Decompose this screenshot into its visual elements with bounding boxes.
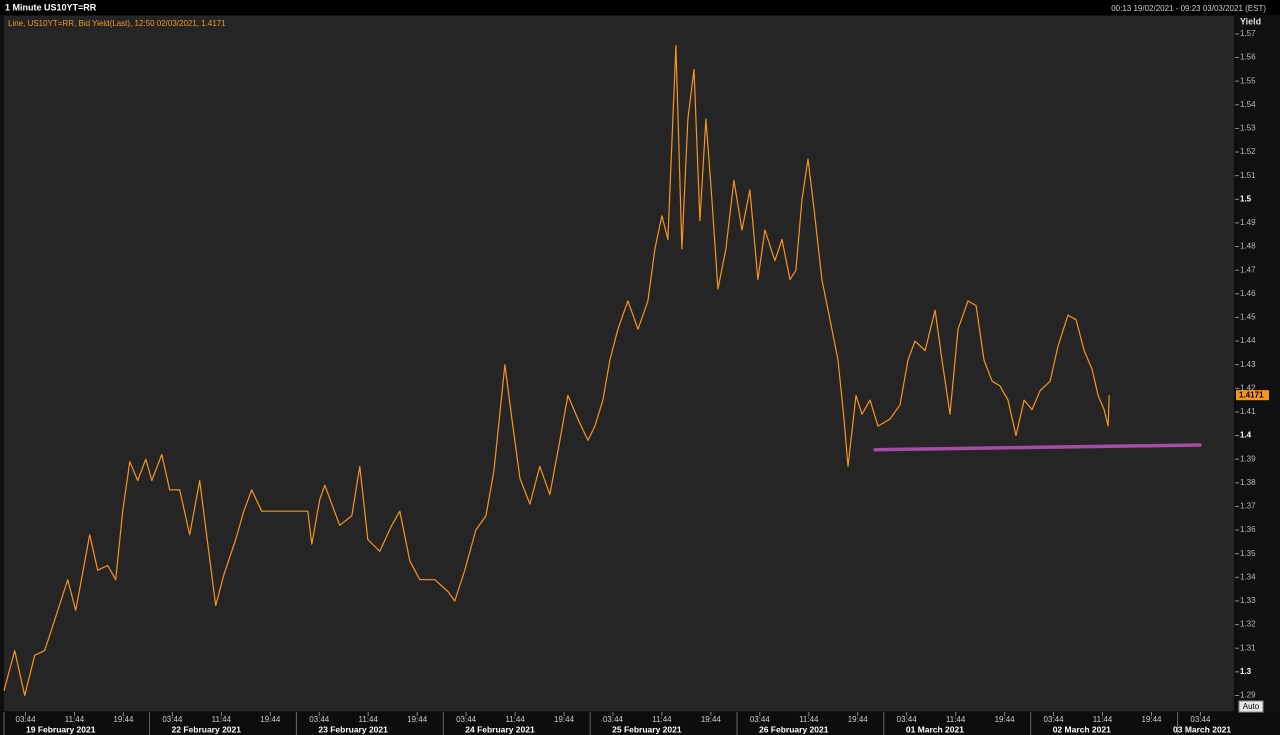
x-tick-label: 03:44 (750, 715, 771, 724)
x-axis-area (0, 712, 1280, 735)
y-tick-label: 1.3 (1240, 667, 1252, 676)
range-label: 00:13 19/02/2021 - 09:23 03/03/2021 (EST… (1111, 4, 1266, 13)
date-label: 02 March 2021 (1053, 724, 1111, 734)
last-value-box (1236, 390, 1269, 401)
x-tick-label: 11:44 (799, 715, 819, 724)
date-label: 19 February 2021 (26, 724, 96, 734)
x-tick-label: 11:44 (1093, 715, 1113, 724)
y-tick-label: 1.48 (1240, 242, 1256, 251)
x-tick-label: 19:44 (848, 715, 869, 724)
y-tick-label: 1.5 (1240, 194, 1252, 203)
y-tick-label: 1.32 (1240, 620, 1256, 629)
y-tick-label: 1.53 (1240, 124, 1256, 133)
x-tick-label: 19:44 (260, 715, 281, 724)
x-tick-label: 03:44 (16, 715, 37, 724)
x-tick-label: 03:44 (162, 715, 183, 724)
y-tick-label: 1.41 (1240, 407, 1256, 416)
y-tick-label: 1.46 (1240, 289, 1256, 298)
y-tick-label: 1.52 (1240, 147, 1256, 156)
x-tick-label: 11:44 (946, 715, 966, 724)
y-tick-label: 1.45 (1240, 313, 1256, 322)
y-tick-label: 1.4 (1240, 431, 1252, 440)
x-tick-label: 19:44 (554, 715, 575, 724)
y-tick-label: 1.56 (1240, 53, 1256, 62)
auto-button-box[interactable] (1238, 700, 1264, 713)
y-tick-label: 1.44 (1240, 336, 1256, 345)
y-tick-label: 1.37 (1240, 502, 1256, 511)
x-tick-label: 11:44 (652, 715, 672, 724)
y-tick-label: 1.51 (1240, 171, 1256, 180)
date-label: 23 February 2021 (318, 724, 388, 734)
x-tick-label: 19:44 (113, 715, 134, 724)
price-line (3, 45, 1110, 697)
x-tick-label: 11:44 (212, 715, 232, 724)
last-value-label: 1.4171 (1239, 390, 1264, 399)
date-label: 26 February 2021 (759, 724, 829, 734)
chart-title: 1 Minute US10YT=RR (5, 2, 97, 12)
y-tick-label: 1.31 (1240, 643, 1256, 652)
date-label: 25 February 2021 (612, 724, 682, 734)
auto-button[interactable]: Auto (1238, 700, 1264, 713)
y-tick-label: 1.38 (1240, 478, 1256, 487)
x-tick-label: 19:44 (701, 715, 722, 724)
y-tick-label: 1.35 (1240, 549, 1256, 558)
x-tick-label: 19:44 (1141, 715, 1162, 724)
date-label: 01 March 2021 (906, 724, 964, 734)
x-tick-label: 03:44 (1044, 715, 1065, 724)
y-tick-label: 1.36 (1240, 525, 1256, 534)
x-tick-label: 03:44 (1190, 715, 1211, 724)
legend-entry: Line, US10YT=RR, Bid Yield(Last), 12:50 … (8, 19, 226, 28)
y-tick-label: 1.54 (1240, 100, 1256, 109)
y-tick-label: 1.42 (1240, 383, 1256, 392)
x-tick-label: 03:44 (897, 715, 918, 724)
header-bar (0, 0, 1280, 15)
y-tick-label: 1.57 (1240, 29, 1256, 38)
x-tick-label: 19:44 (995, 715, 1016, 724)
x-tick-label: 03:44 (456, 715, 477, 724)
x-tick-label: 03:44 (309, 715, 330, 724)
y-tick-label: 1.43 (1240, 360, 1256, 369)
y-tick-label: 1.49 (1240, 218, 1256, 227)
y-tick-label: 1.55 (1240, 76, 1256, 85)
plot-area (2, 14, 1236, 713)
x-tick-label: 11:44 (358, 715, 378, 724)
y-tick-label: 1.47 (1240, 265, 1256, 274)
y-axis-title: Yield (1240, 16, 1261, 26)
support-trendline (873, 443, 1202, 452)
y-tick-label: 1.39 (1240, 454, 1256, 463)
x-tick-label: 11:44 (505, 715, 525, 724)
auto-button-label[interactable]: Auto (1243, 702, 1260, 711)
x-tick-label: 03:44 (603, 715, 624, 724)
date-label: 03 March 2021 (1173, 724, 1231, 734)
y-tick-label: 1.33 (1240, 596, 1256, 605)
x-tick-label: 11:44 (65, 715, 85, 724)
x-tick-label: 19:44 (407, 715, 428, 724)
date-label: 22 February 2021 (172, 724, 242, 734)
y-tick-label: 1.29 (1240, 691, 1256, 700)
y-tick-label: 1.34 (1240, 572, 1256, 581)
date-label: 24 February 2021 (465, 724, 535, 734)
